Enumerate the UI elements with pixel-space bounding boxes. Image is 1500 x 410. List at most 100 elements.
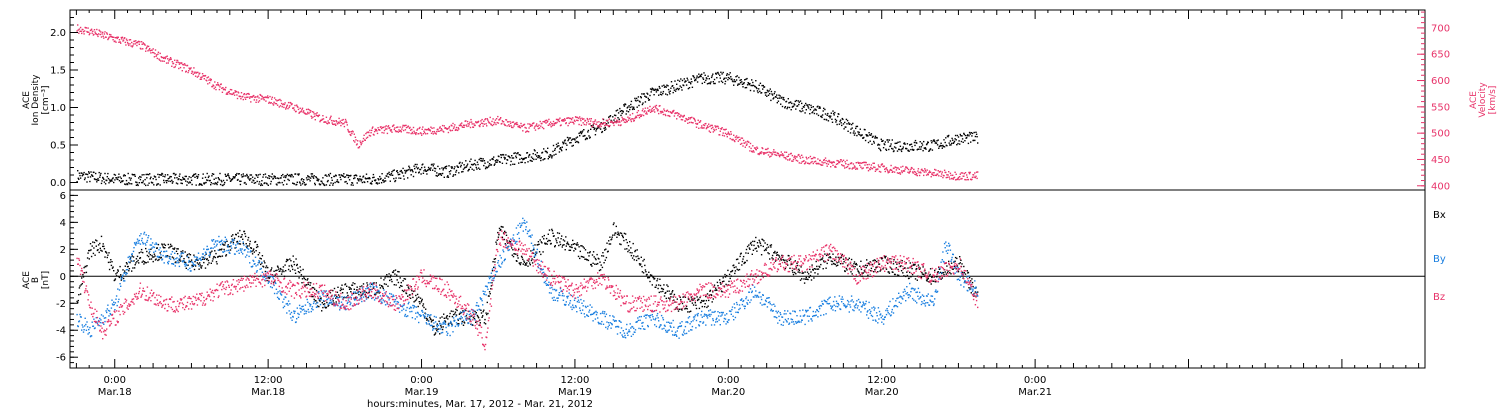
density-point — [771, 94, 774, 96]
density-point — [422, 163, 424, 165]
density-point — [572, 144, 574, 147]
velocity-point — [508, 125, 511, 127]
velocity-point — [883, 165, 885, 167]
bx-point — [577, 244, 579, 246]
bx-point — [607, 250, 609, 252]
velocity-point — [189, 68, 192, 70]
bx-point — [207, 263, 209, 266]
bx-point — [696, 296, 698, 298]
velocity-point — [135, 42, 138, 44]
density-point — [695, 77, 698, 79]
by-point — [155, 242, 157, 244]
bx-point — [637, 255, 639, 257]
bx-point — [174, 247, 176, 249]
velocity-point — [812, 157, 814, 160]
density-point — [647, 93, 649, 95]
velocity-point — [136, 44, 138, 47]
density-point — [524, 162, 526, 164]
bx-point — [541, 236, 544, 238]
velocity-point — [524, 126, 526, 129]
velocity-point — [521, 125, 523, 128]
bx-point — [210, 251, 212, 254]
bx-point — [581, 256, 584, 258]
bx-point — [715, 287, 717, 289]
by-point — [171, 251, 174, 253]
velocity-point — [918, 174, 921, 177]
by-point — [99, 317, 101, 320]
bx-point — [522, 258, 524, 261]
bx-point — [703, 299, 705, 302]
velocity-point — [206, 77, 208, 79]
bx-point — [196, 262, 199, 264]
velocity-point — [893, 171, 896, 173]
density-point — [156, 183, 158, 185]
bx-point — [834, 263, 837, 266]
density-point — [530, 159, 532, 162]
density-point — [571, 145, 573, 147]
density-point — [95, 178, 97, 181]
by-point — [93, 318, 95, 320]
velocity-point — [641, 110, 644, 112]
bx-point — [151, 256, 154, 258]
velocity-point — [397, 131, 400, 133]
bx-point — [125, 262, 128, 264]
density-point — [99, 176, 101, 178]
density-point — [501, 162, 504, 164]
bx-point — [253, 248, 255, 250]
velocity-point — [220, 83, 222, 85]
velocity-point — [465, 124, 468, 126]
density-point — [129, 183, 131, 185]
velocity-point — [939, 170, 942, 173]
density-point — [785, 100, 788, 103]
velocity-point — [544, 121, 546, 123]
density-point — [604, 129, 606, 131]
velocity-point — [875, 169, 878, 171]
by-point — [198, 265, 200, 267]
velocity-point — [285, 107, 287, 109]
bx-point — [131, 270, 133, 272]
density-point — [192, 174, 194, 177]
density-point — [186, 184, 188, 186]
density-point — [744, 79, 746, 81]
velocity-point — [831, 162, 833, 164]
bx-point — [900, 265, 902, 267]
velocity-point — [682, 116, 684, 118]
bx-point — [846, 269, 848, 271]
density-point — [880, 138, 882, 140]
velocity-point — [454, 129, 457, 131]
velocity-point — [963, 172, 965, 175]
bx-point — [300, 269, 302, 272]
velocity-point — [712, 126, 714, 129]
velocity-point — [400, 131, 402, 133]
velocity-point — [275, 99, 277, 101]
velocity-point — [871, 167, 874, 170]
bx-point — [183, 261, 186, 263]
density-point — [501, 154, 503, 156]
velocity-point — [469, 121, 471, 123]
by-point — [94, 327, 96, 329]
bx-point — [448, 315, 451, 318]
velocity-point — [275, 103, 278, 105]
velocity-point — [261, 96, 264, 98]
velocity-point — [490, 123, 492, 125]
density-point — [739, 79, 741, 82]
velocity-point — [654, 105, 656, 107]
bx-point — [500, 228, 502, 231]
density-point — [581, 131, 583, 134]
density-point — [86, 181, 88, 183]
velocity-point — [941, 173, 943, 175]
bx-point — [877, 271, 879, 273]
bx-point — [246, 245, 248, 247]
density-point — [739, 81, 742, 84]
bx-point — [633, 259, 635, 261]
bx-point — [932, 280, 935, 282]
bx-point — [99, 242, 101, 245]
density-point — [819, 106, 821, 108]
density-point — [941, 147, 943, 149]
velocity-point — [727, 131, 730, 133]
bx-point — [393, 284, 395, 286]
bx-point — [491, 270, 494, 272]
by-point — [114, 309, 116, 311]
bx-point — [666, 290, 669, 292]
density-point — [592, 124, 594, 126]
